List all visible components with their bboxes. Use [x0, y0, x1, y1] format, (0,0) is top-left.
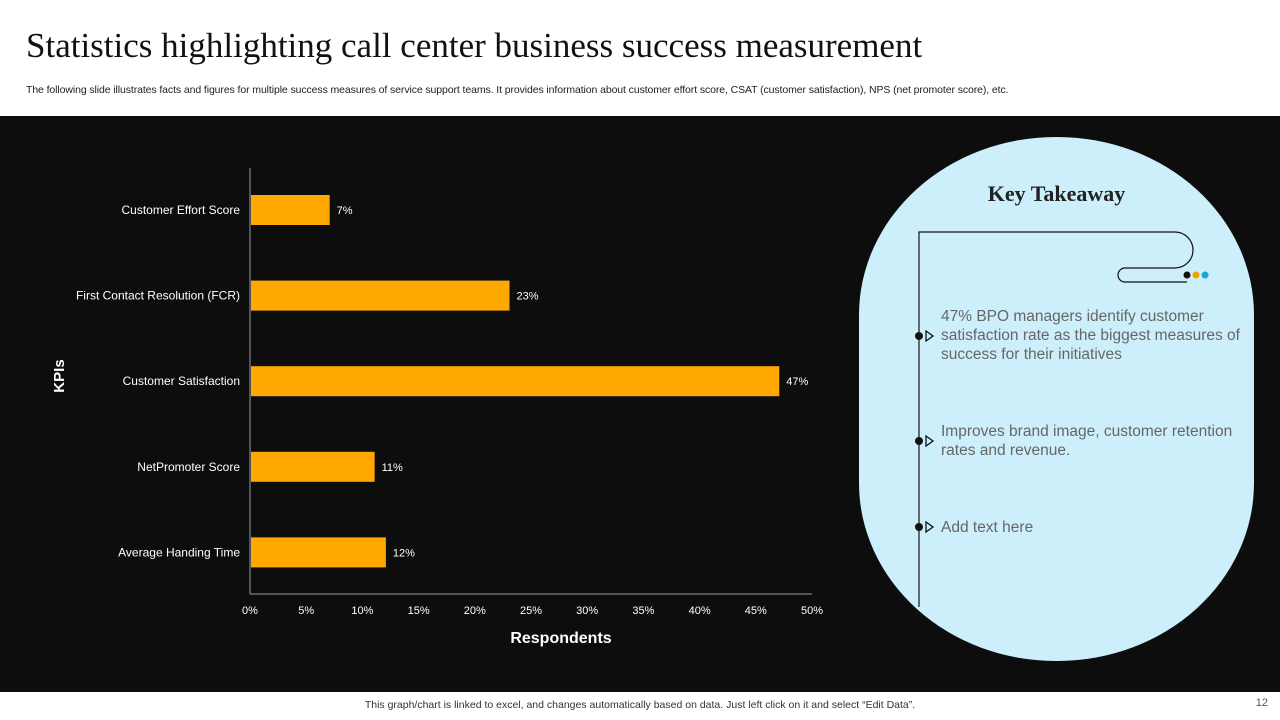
data-label: 12% — [393, 547, 415, 559]
x-tick-label: 20% — [464, 605, 486, 617]
y-axis-title: KPIs — [51, 359, 68, 392]
category-label: Customer Satisfaction — [123, 374, 240, 388]
page-subtitle: The following slide illustrates facts an… — [26, 84, 1009, 96]
bullet-3-marker — [915, 520, 935, 534]
bar — [251, 451, 375, 482]
takeaway-point: Add text here — [941, 519, 1034, 536]
takeaway-point: Improves brand image, customer retention… — [941, 423, 1233, 459]
x-tick-label: 40% — [689, 605, 711, 617]
page-number: 12 — [1255, 697, 1268, 709]
data-label: 11% — [382, 462, 403, 474]
bar — [251, 537, 386, 568]
x-tick-label: 0% — [242, 605, 258, 617]
data-label: 47% — [786, 376, 808, 388]
x-axis-title: Respondents — [510, 630, 611, 647]
x-tick-label: 25% — [520, 605, 542, 617]
bar — [251, 195, 330, 225]
bullet-1-marker — [915, 329, 935, 343]
bar-chart[interactable]: 0% 5% 10% 15% 20% 25% 30% 35% 40% 45% 50% Customer … — [0, 116, 850, 692]
x-tick-label: 10% — [351, 605, 373, 617]
footer-note: This graph/chart is linked to excel, and… — [364, 699, 916, 711]
x-tick-label: 45% — [745, 605, 767, 617]
category-label: Average Handing Time — [118, 545, 240, 559]
timeline-connector — [915, 231, 1209, 607]
x-tick-label: 50% — [801, 605, 823, 617]
bar — [251, 280, 510, 311]
data-label: 7% — [337, 205, 353, 217]
category-label: Customer Effort Score — [122, 203, 241, 217]
key-takeaway-title: Key Takeaway — [987, 181, 1126, 206]
timeline-dot — [1192, 271, 1200, 279]
key-takeaway-panel: Key Takeaway 47% BPO managers identify c… — [859, 137, 1254, 661]
bar — [251, 366, 780, 397]
x-tick-label: 15% — [408, 605, 430, 617]
data-label: 23% — [517, 291, 539, 303]
x-tick-label: 30% — [576, 605, 598, 617]
category-label: First Contact Resolution (FCR) — [76, 289, 240, 303]
timeline-dot — [1183, 271, 1191, 279]
timeline-dot — [1201, 271, 1209, 279]
page-title: Statistics highlighting call center busi… — [26, 26, 923, 65]
x-tick-label: 5% — [298, 605, 314, 617]
x-tick-label: 35% — [632, 605, 654, 617]
bullet-2-marker — [915, 434, 935, 448]
takeaway-point: 47% BPO managers identify customer satis… — [941, 308, 1240, 363]
category-label: NetPromoter Score — [137, 460, 240, 474]
